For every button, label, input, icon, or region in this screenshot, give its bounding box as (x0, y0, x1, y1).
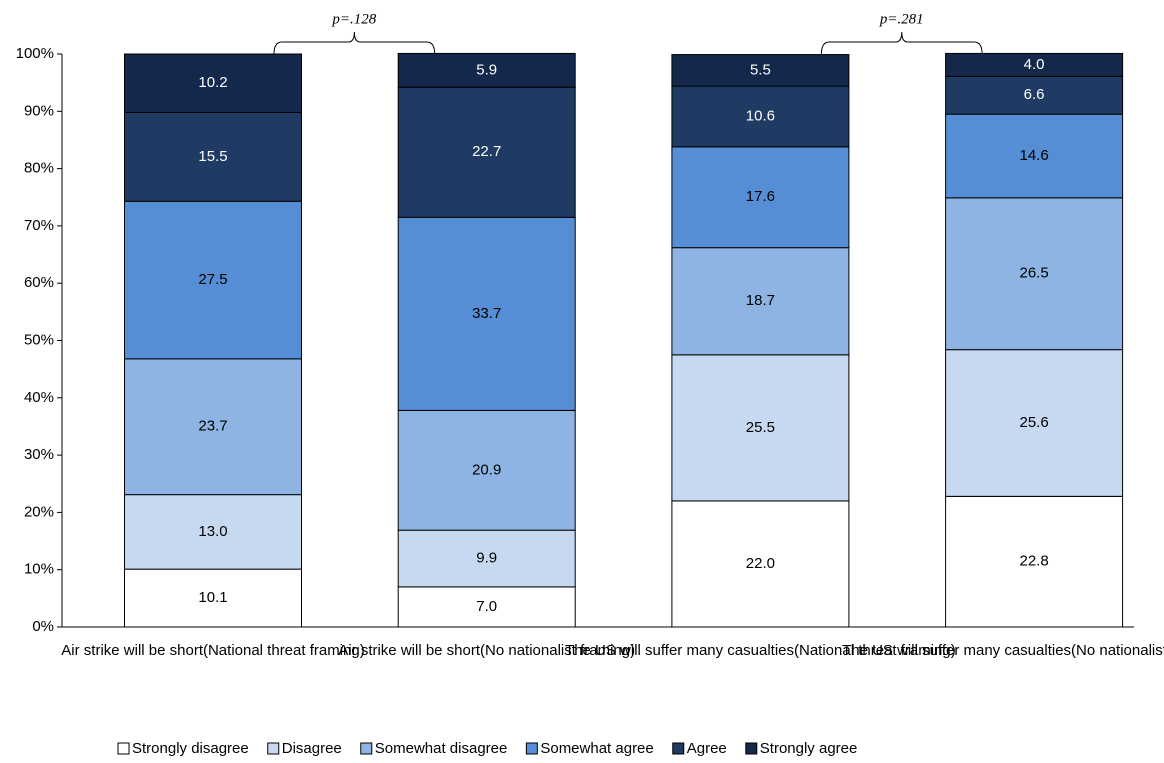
y-tick-label: 40% (24, 389, 54, 406)
bar-segment (945, 349, 1124, 497)
y-tick-label: 0% (32, 618, 54, 635)
data-label: 13.0 (198, 523, 227, 540)
y-tick-label: 70% (24, 217, 54, 234)
bar-segment (671, 85, 850, 148)
y-tick-label: 90% (24, 102, 54, 119)
annotation: p=.281 (879, 11, 924, 27)
bar-segment (397, 529, 576, 588)
bar-segment (397, 409, 576, 531)
data-label: 15.5 (198, 148, 227, 165)
bar-segment (124, 358, 302, 496)
legend-label: Somewhat agree (540, 740, 653, 757)
bracket (273, 31, 436, 55)
data-label: 5.9 (476, 61, 497, 78)
bar-segment (124, 568, 302, 628)
bar-segment (124, 111, 302, 202)
legend-label: Strongly disagree (132, 740, 249, 757)
bar-segment (397, 52, 576, 88)
bar-segment (124, 53, 302, 113)
data-label: 5.5 (750, 61, 771, 78)
bar-segment (124, 494, 302, 570)
bar-segment (671, 54, 850, 87)
legend-label: Strongly agree (760, 740, 858, 757)
data-label: 7.0 (476, 598, 497, 615)
bar-segment (945, 197, 1124, 351)
data-label: 10.6 (746, 107, 775, 124)
data-label: 25.5 (746, 419, 775, 436)
y-tick-label: 80% (24, 160, 54, 177)
legend-label: Disagree (282, 740, 342, 757)
bar-segment (671, 500, 850, 628)
y-tick-label: 50% (24, 331, 54, 348)
data-label: 23.7 (198, 418, 227, 435)
data-label: 14.6 (1019, 147, 1048, 164)
data-label: 27.5 (198, 271, 227, 288)
data-label: 10.2 (198, 74, 227, 91)
legend-swatch (360, 742, 373, 755)
data-label: 10.1 (198, 589, 227, 606)
x-tick-label: The US will suffer many casualties(Natio… (565, 642, 956, 659)
data-label: 18.7 (746, 292, 775, 309)
annotation: p=.128 (331, 11, 376, 27)
bar-segment (945, 495, 1124, 628)
data-label: 22.0 (746, 555, 775, 572)
bar-segment (397, 216, 576, 411)
y-tick-label: 10% (24, 561, 54, 578)
x-tick-label: Air strike will be short(National threat… (61, 642, 364, 659)
legend-swatch (117, 742, 130, 755)
data-label: 6.6 (1024, 86, 1045, 103)
bar-segment (671, 247, 850, 356)
data-label: 26.5 (1019, 265, 1048, 282)
legend-label: Somewhat disagree (375, 740, 508, 757)
legend-swatch (672, 742, 685, 755)
data-label: 4.0 (1024, 56, 1045, 73)
y-tick-label: 30% (24, 446, 54, 463)
legend-swatch (525, 742, 538, 755)
legend-swatch (267, 742, 280, 755)
bar-segment (945, 75, 1124, 115)
legend-swatch (745, 742, 758, 755)
data-label: 17.6 (746, 188, 775, 205)
data-label: 9.9 (476, 549, 497, 566)
x-tick-label: Air strike will be short(No nationalist … (338, 642, 635, 659)
y-tick-label: 20% (24, 503, 54, 520)
data-label: 22.8 (1019, 553, 1048, 570)
data-label: 33.7 (472, 305, 501, 322)
bar-segment (124, 200, 302, 360)
x-tick-label: The US will suffer many casualties(No na… (842, 642, 1164, 659)
y-tick-label: 100% (16, 45, 54, 62)
legend-label: Agree (687, 740, 727, 757)
data-label: 22.7 (472, 143, 501, 160)
bracket (820, 31, 983, 55)
bar-segment (945, 113, 1124, 199)
data-label: 20.9 (472, 461, 501, 478)
bar-segment (397, 586, 576, 628)
data-label: 25.6 (1019, 414, 1048, 431)
y-tick-label: 60% (24, 274, 54, 291)
bar-segment (945, 52, 1124, 77)
bar-segment (671, 354, 850, 502)
